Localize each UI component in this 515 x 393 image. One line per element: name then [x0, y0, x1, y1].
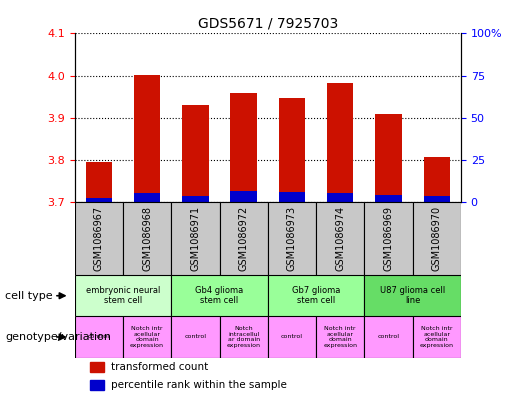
- Bar: [413, 202, 461, 275]
- Bar: [413, 316, 461, 358]
- Text: embryonic neural
stem cell: embryonic neural stem cell: [86, 286, 160, 305]
- Bar: [279, 97, 305, 202]
- Bar: [423, 157, 450, 202]
- Text: GSM1086974: GSM1086974: [335, 206, 345, 271]
- Bar: [90, 380, 104, 390]
- Text: control: control: [281, 334, 303, 340]
- Bar: [365, 316, 413, 358]
- Bar: [171, 202, 219, 275]
- Bar: [230, 92, 257, 202]
- Bar: [268, 275, 365, 316]
- Text: control: control: [88, 334, 110, 340]
- Bar: [365, 202, 413, 275]
- Bar: [75, 202, 123, 275]
- Bar: [268, 202, 316, 275]
- Bar: [85, 162, 112, 202]
- Bar: [279, 192, 305, 202]
- Bar: [75, 275, 171, 316]
- Bar: [230, 191, 257, 202]
- Text: GSM1086967: GSM1086967: [94, 206, 104, 271]
- Text: U87 glioma cell
line: U87 glioma cell line: [380, 286, 445, 305]
- Bar: [134, 193, 160, 202]
- Bar: [219, 316, 268, 358]
- Bar: [90, 362, 104, 373]
- Text: Notch
intracellul
ar domain
expression: Notch intracellul ar domain expression: [227, 327, 261, 347]
- Text: percentile rank within the sample: percentile rank within the sample: [111, 380, 287, 390]
- Text: Notch intr
acellular
domain
expression: Notch intr acellular domain expression: [420, 327, 454, 347]
- Text: genotype/variation: genotype/variation: [5, 332, 111, 342]
- Bar: [375, 114, 402, 202]
- Text: GSM1086968: GSM1086968: [142, 206, 152, 271]
- Text: GSM1086973: GSM1086973: [287, 206, 297, 271]
- Bar: [268, 316, 316, 358]
- Text: control: control: [184, 334, 207, 340]
- Bar: [134, 75, 160, 202]
- Text: Notch intr
acellular
domain
expression: Notch intr acellular domain expression: [130, 327, 164, 347]
- Bar: [171, 316, 219, 358]
- Text: Gb4 glioma
stem cell: Gb4 glioma stem cell: [195, 286, 244, 305]
- Bar: [182, 196, 209, 202]
- Bar: [123, 316, 171, 358]
- Bar: [316, 202, 365, 275]
- Bar: [375, 195, 402, 202]
- Title: GDS5671 / 7925703: GDS5671 / 7925703: [198, 17, 338, 31]
- Text: GSM1086972: GSM1086972: [238, 206, 249, 272]
- Bar: [171, 275, 268, 316]
- Text: GSM1086969: GSM1086969: [384, 206, 393, 271]
- Bar: [365, 275, 461, 316]
- Text: control: control: [377, 334, 400, 340]
- Text: Gb7 glioma
stem cell: Gb7 glioma stem cell: [292, 286, 340, 305]
- Text: cell type: cell type: [5, 291, 53, 301]
- Text: transformed count: transformed count: [111, 362, 209, 372]
- Bar: [423, 196, 450, 202]
- Bar: [219, 202, 268, 275]
- Bar: [327, 193, 353, 202]
- Bar: [123, 202, 171, 275]
- Text: GSM1086970: GSM1086970: [432, 206, 442, 271]
- Text: GSM1086971: GSM1086971: [191, 206, 200, 271]
- Bar: [182, 105, 209, 202]
- Text: Notch intr
acellular
domain
expression: Notch intr acellular domain expression: [323, 327, 357, 347]
- Bar: [316, 316, 365, 358]
- Bar: [85, 198, 112, 202]
- Bar: [75, 316, 123, 358]
- Bar: [327, 83, 353, 202]
